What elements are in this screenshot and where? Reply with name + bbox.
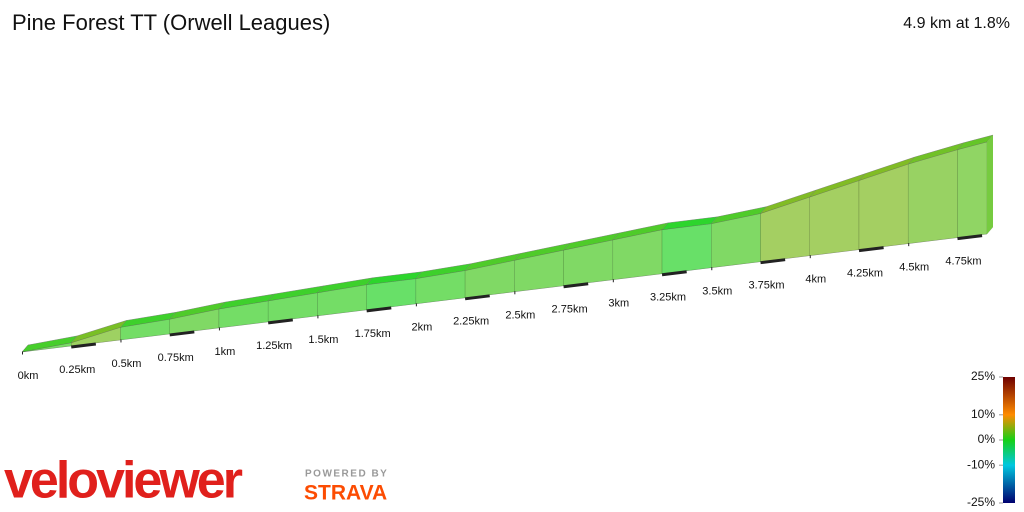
x-tick-label: 0km [18, 370, 39, 382]
tick-dash [366, 306, 392, 313]
tick-dash [169, 330, 195, 337]
chart-title: Pine Forest TT (Orwell Leagues) [12, 10, 330, 35]
x-tick-label: 3.5km [702, 286, 732, 298]
tick-dash [661, 270, 687, 277]
x-tick-label: 1.25km [256, 340, 292, 352]
tick-dash [267, 318, 293, 325]
profile [21, 134, 994, 353]
x-tick-label: 4km [805, 274, 826, 286]
x-tick-label: 3.75km [748, 280, 784, 292]
powered-by: POWERED BY [305, 469, 388, 480]
chart-subtitle: 4.9 km at 1.8% [903, 15, 1010, 32]
tick-dash [760, 258, 786, 265]
tick-dash [563, 282, 589, 289]
colorbar-label: -10% [967, 457, 995, 471]
x-tick-label: 3.25km [650, 292, 686, 304]
tick-dash [957, 234, 983, 241]
brand: STRAVA [304, 482, 387, 505]
segment [661, 223, 712, 275]
x-tick-label: 1km [215, 346, 236, 358]
x-tick-label: 2.75km [552, 304, 588, 316]
segment [907, 149, 958, 244]
x-tick-label: 2.25km [453, 316, 489, 328]
x-tick-label: 0.5km [111, 358, 141, 370]
x-tick-label: 4.75km [945, 256, 981, 268]
colorbar-label: 0% [978, 432, 996, 446]
x-tick-label: 1.5km [308, 334, 338, 346]
colorbar-label: 10% [971, 407, 995, 421]
logo: veloviewer [4, 452, 243, 510]
segment [957, 141, 988, 238]
tick-dash [464, 294, 490, 301]
x-tick-label: 3km [608, 298, 629, 310]
x-tick-label: 4.25km [847, 268, 883, 280]
x-tick-label: 0.25km [59, 364, 95, 376]
colorbar-label: -25% [967, 495, 995, 509]
colorbar-label: 25% [971, 369, 995, 383]
x-tick-label: 0.75km [158, 352, 194, 364]
colorbar [1003, 377, 1015, 503]
x-tick-label: 4.5km [899, 262, 929, 274]
tick-dash [858, 246, 884, 253]
segment-end [987, 135, 993, 234]
x-tick-label: 2km [411, 322, 432, 334]
tick-dash [71, 342, 97, 349]
x-tick-label: 1.75km [355, 328, 391, 340]
x-tick-label: 2.5km [505, 310, 535, 322]
